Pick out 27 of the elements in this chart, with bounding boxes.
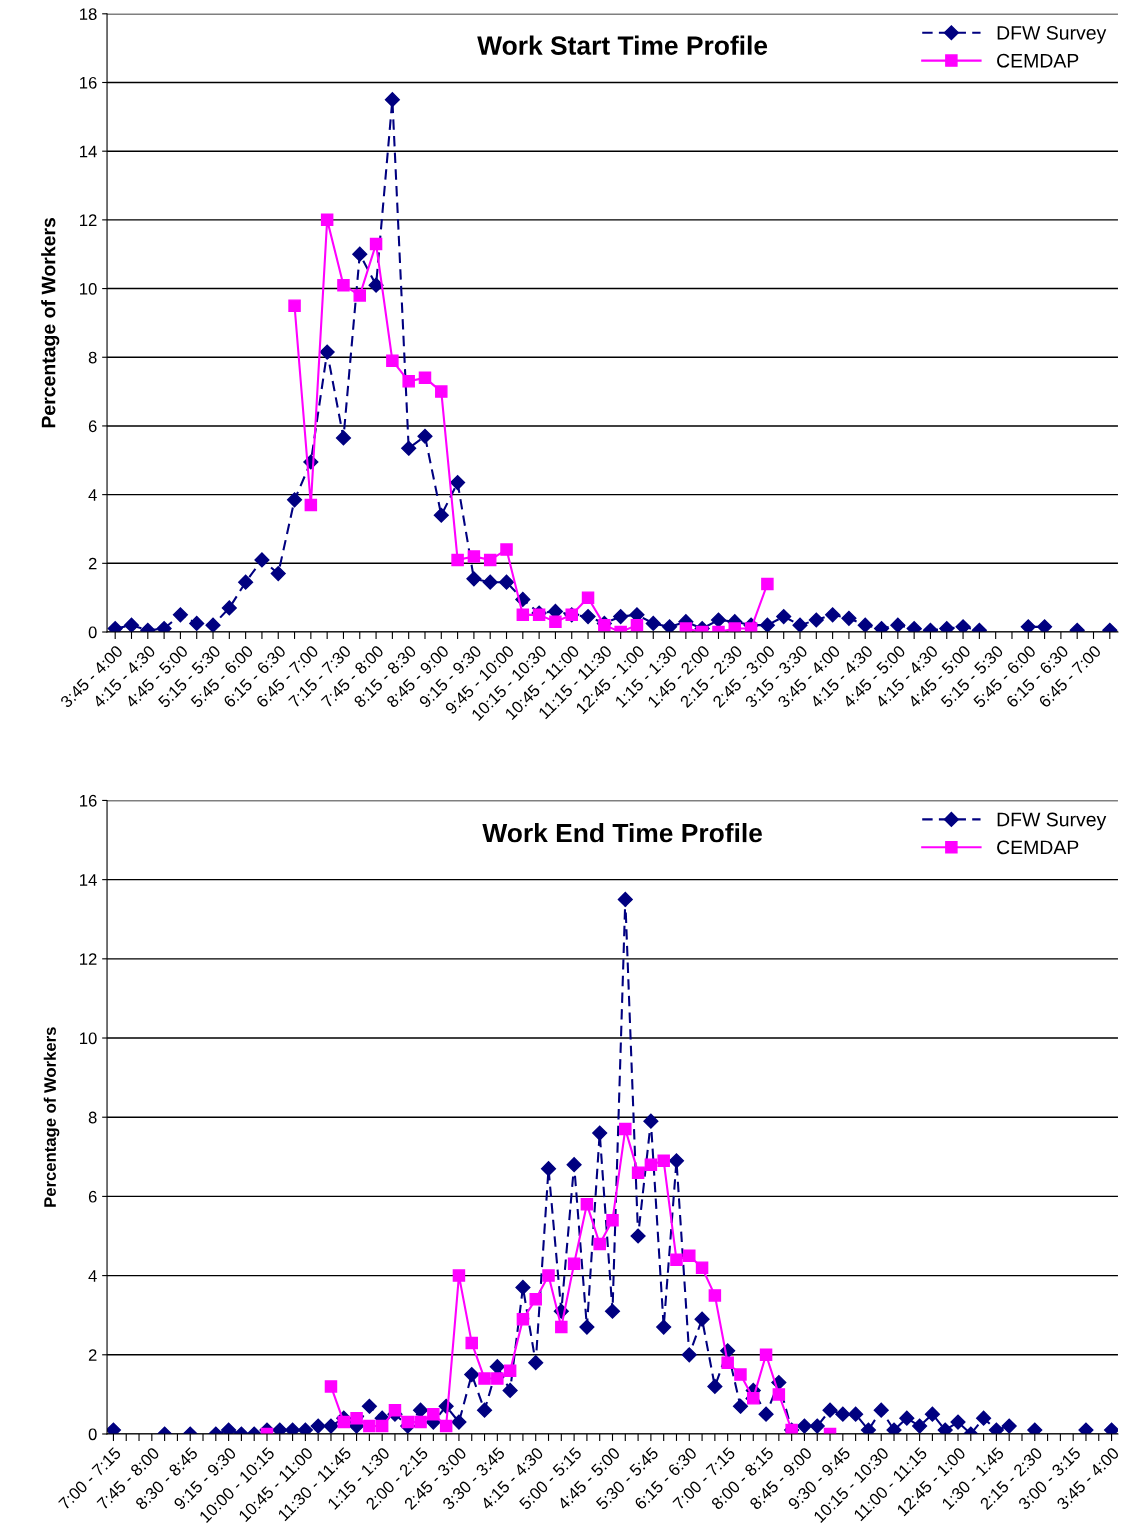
y-tick-label: 10 xyxy=(80,282,97,295)
legend-label: CEMDAP xyxy=(997,53,1079,68)
y-tick-label: 14 xyxy=(80,874,97,886)
y-tick-label: 8 xyxy=(88,1111,97,1124)
y-tick-label: 6 xyxy=(88,420,97,433)
y-tick-label: 4 xyxy=(88,489,97,501)
y-tick-label: 10 xyxy=(80,1032,97,1045)
y-tick-label: 2 xyxy=(88,1349,97,1361)
y-tick-label: 14 xyxy=(80,145,97,158)
y-tick-label: 0 xyxy=(88,626,97,639)
y-tick-label: 2 xyxy=(88,557,97,570)
y-tick-label: 12 xyxy=(80,214,97,226)
y-tick-label: 0 xyxy=(88,1428,97,1441)
y-tick-label: 4 xyxy=(88,1270,97,1282)
y-tick-label: 16 xyxy=(80,76,97,89)
text: Work Start Time Profile xyxy=(477,35,768,55)
legend-label: DFW Survey xyxy=(997,25,1107,44)
y-tick-label: 16 xyxy=(80,794,97,807)
y-axis-title: Percentage of Workers xyxy=(43,1027,60,1207)
text: Work End Time Profile xyxy=(482,822,763,843)
y-tick-label: 8 xyxy=(88,351,97,364)
y-axis-title: Percentage of Workers xyxy=(41,217,60,428)
y-tick-label: 6 xyxy=(88,1190,97,1203)
legend-label: DFW Survey xyxy=(997,812,1107,831)
legend-label: CEMDAP xyxy=(997,840,1079,855)
y-tick-label: 12 xyxy=(80,953,97,965)
y-tick-label: 18 xyxy=(80,8,97,21)
